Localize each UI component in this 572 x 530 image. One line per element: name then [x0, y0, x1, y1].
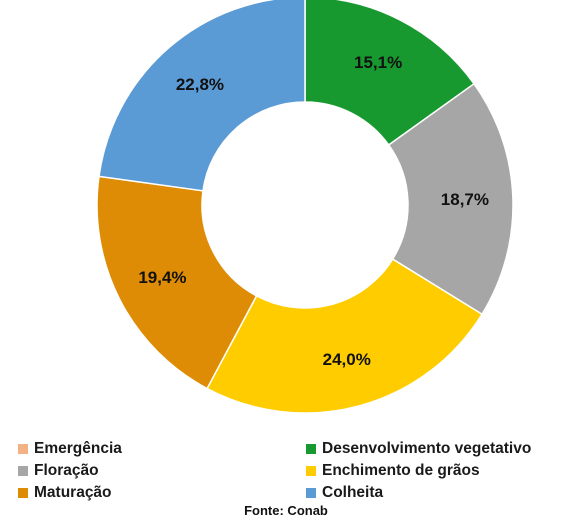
- legend-label: Enchimento de grãos: [322, 461, 480, 479]
- legend: Emergência Desenvolvimento vegetativo Fl…: [18, 438, 568, 503]
- legend-swatch: [18, 487, 28, 498]
- data-label-2: 15,1%: [354, 53, 402, 72]
- donut-slice-4: [206, 258, 484, 414]
- legend-item-maturacao: Maturação: [18, 482, 306, 503]
- donut-slice-3: [387, 82, 514, 316]
- donut-slice-2: [304, 0, 476, 147]
- data-label-4: 24,0%: [323, 350, 371, 369]
- legend-swatch: [18, 465, 28, 476]
- data-label-3: 18,7%: [441, 190, 489, 209]
- legend-swatch: [306, 443, 316, 454]
- donut-slice-6: [98, 0, 306, 192]
- legend-swatch: [306, 487, 316, 498]
- data-label-6: 22,8%: [176, 75, 224, 94]
- data-label-5: 19,4%: [138, 268, 186, 287]
- legend-item-desenvolvimento-vegetativo: Desenvolvimento vegetativo: [306, 438, 568, 459]
- legend-swatch: [306, 465, 316, 476]
- legend-label: Emergência: [34, 439, 122, 457]
- donut-slice-5: [96, 175, 258, 390]
- source-note: Fonte: Conab: [244, 503, 328, 518]
- legend-label: Floração: [34, 461, 99, 479]
- legend-item-floracao: Floração: [18, 460, 306, 481]
- legend-swatch: [18, 443, 28, 454]
- legend-label: Maturação: [34, 483, 112, 501]
- legend-label: Colheita: [322, 483, 384, 501]
- legend-item-colheita: Colheita: [306, 482, 568, 503]
- legend-item-enchimento-de-graos: Enchimento de grãos: [306, 460, 568, 481]
- legend-item-emergencia: Emergência: [18, 438, 306, 459]
- legend-label: Desenvolvimento vegetativo: [322, 439, 532, 457]
